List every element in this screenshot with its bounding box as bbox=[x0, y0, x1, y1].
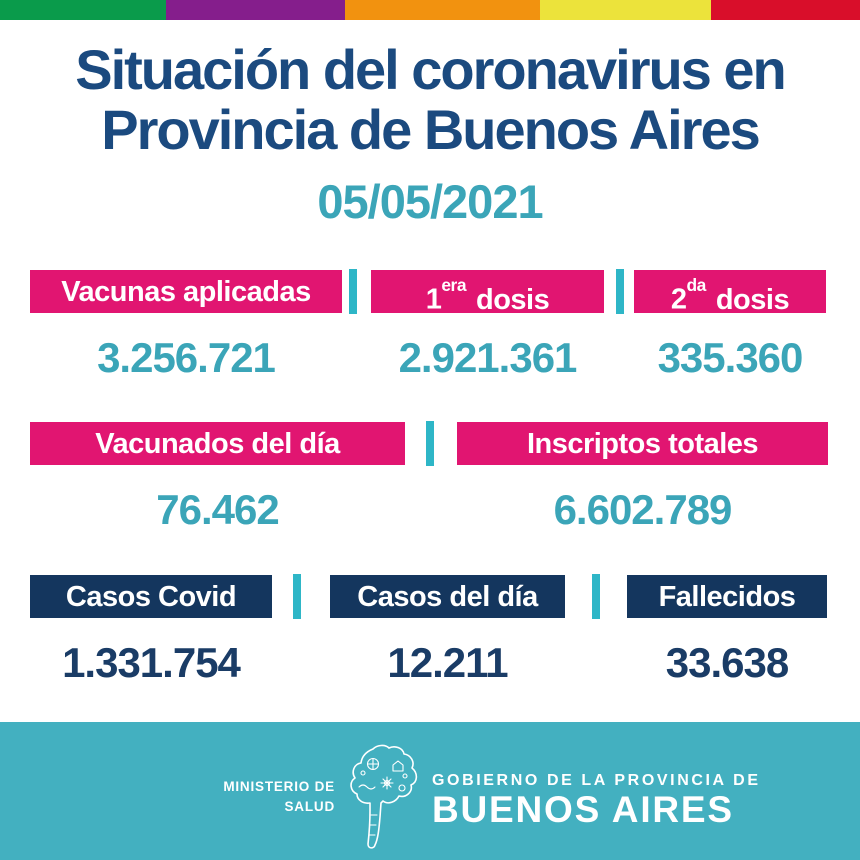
footer: MINISTERIO DE SALUD GOBIERNO DE LA PROVI… bbox=[0, 722, 860, 860]
stat-value-primera-dosis: 2.921.361 bbox=[398, 334, 578, 381]
ministry-line-2: SALUD bbox=[284, 798, 335, 814]
ministry-line-1: MINISTERIO DE bbox=[223, 779, 335, 794]
divider-row1-b bbox=[616, 269, 624, 314]
stat-value-casos-del-dia: 12.211 bbox=[387, 639, 508, 686]
color-strip bbox=[0, 0, 860, 20]
strip-segment-purple bbox=[165, 0, 345, 20]
stat-label-inscriptos-totales: Inscriptos totales bbox=[457, 422, 828, 465]
stat-value-inscriptos-totales: 6.602.789 bbox=[553, 486, 733, 533]
divider-row3-a bbox=[293, 574, 301, 619]
stat-value-vacunados-del-dia: 76.462 bbox=[156, 486, 279, 533]
government-line-2: BUENOS AIRES bbox=[432, 789, 734, 830]
stat-value-segunda-dosis: 335.360 bbox=[657, 334, 804, 381]
stat-fallecidos: Fallecidos 33.638 bbox=[627, 575, 827, 687]
stat-label-casos-covid: Casos Covid bbox=[30, 575, 272, 618]
buenos-aires-map-icon bbox=[350, 744, 418, 849]
report-date: 05/05/2021 bbox=[317, 175, 543, 228]
ministry-label: MINISTERIO DE SALUD bbox=[223, 777, 335, 816]
title-line-1: Situación del coronavirus en bbox=[75, 38, 787, 101]
stat-value-fallecidos: 33.638 bbox=[665, 639, 789, 686]
stat-segunda-dosis: 2da dosis 335.360 bbox=[634, 270, 826, 382]
strip-segment-red bbox=[711, 0, 860, 20]
stat-primera-dosis: 1era dosis 2.921.361 bbox=[371, 270, 604, 382]
government-brand: GOBIERNO DE LA PROVINCIA DE BUENOS AIRES bbox=[432, 772, 761, 830]
stat-label-vacunados-del-dia: Vacunados del día bbox=[30, 422, 405, 465]
government-line-1: GOBIERNO DE LA PROVINCIA DE bbox=[432, 772, 761, 789]
stat-label-primera-dosis: 1era dosis bbox=[371, 270, 604, 316]
divider-row2 bbox=[426, 421, 434, 466]
strip-segment-green bbox=[0, 0, 166, 20]
title-line-2: Provincia de Buenos Aires bbox=[101, 98, 761, 161]
stat-value-vacunas-aplicadas: 3.256.721 bbox=[97, 334, 276, 381]
stat-label-segunda-dosis: 2da dosis bbox=[634, 270, 826, 316]
strip-segment-orange bbox=[344, 0, 541, 20]
stat-casos-covid: Casos Covid 1.331.754 bbox=[30, 575, 272, 687]
stat-vacunas-aplicadas: Vacunas aplicadas 3.256.721 bbox=[30, 270, 342, 382]
stat-vacunados-del-dia: Vacunados del día 76.462 bbox=[30, 422, 405, 534]
stat-label-vacunas-aplicadas: Vacunas aplicadas bbox=[30, 270, 342, 313]
stat-value-casos-covid: 1.331.754 bbox=[62, 639, 241, 686]
divider-row3-b bbox=[592, 574, 600, 619]
stat-inscriptos-totales: Inscriptos totales 6.602.789 bbox=[457, 422, 828, 534]
stat-label-casos-del-dia: Casos del día bbox=[330, 575, 565, 618]
stat-label-fallecidos: Fallecidos bbox=[627, 575, 827, 618]
divider-row1-a bbox=[349, 269, 357, 314]
page-title: Situación del coronavirus en Provincia d… bbox=[0, 40, 860, 160]
strip-segment-yellow bbox=[540, 0, 712, 20]
stat-casos-del-dia: Casos del día 12.211 bbox=[330, 575, 565, 687]
